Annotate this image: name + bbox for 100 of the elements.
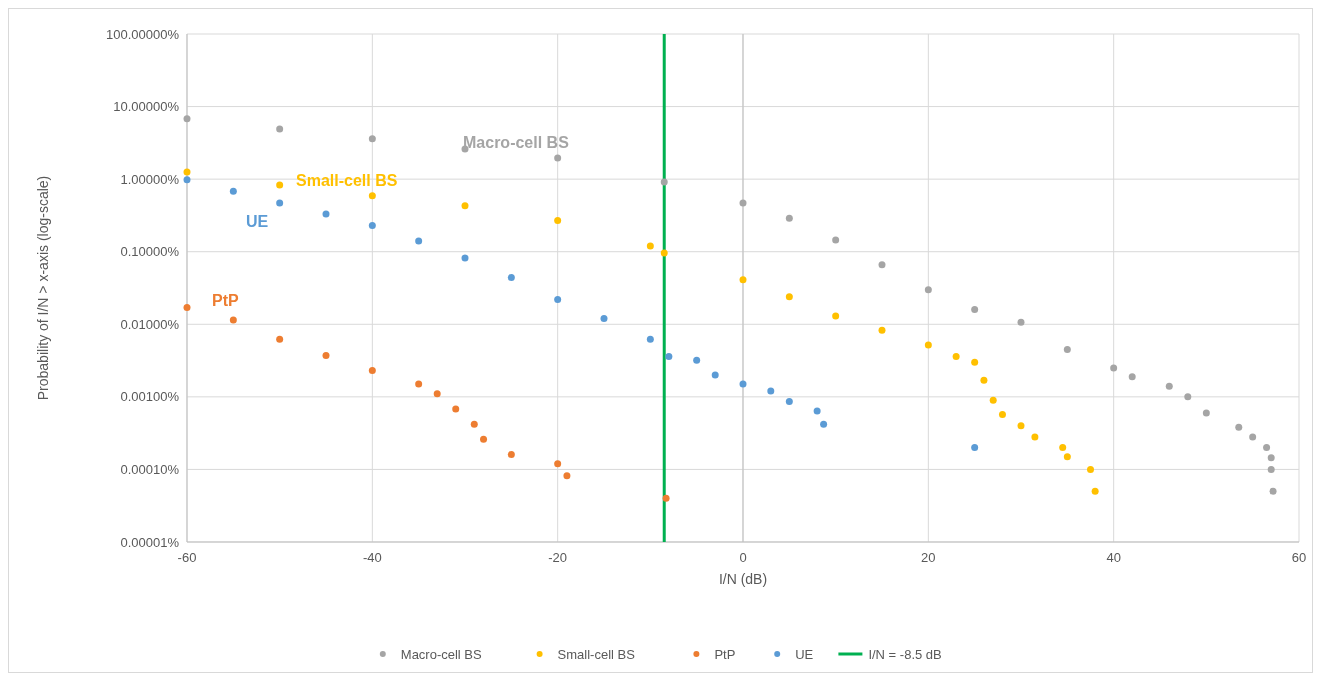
point	[971, 358, 979, 366]
point	[1128, 373, 1136, 381]
point	[452, 405, 460, 413]
x-tick-label: -40	[362, 550, 382, 565]
point	[832, 236, 840, 244]
point	[832, 312, 840, 320]
point	[1267, 454, 1275, 462]
point	[1184, 393, 1192, 401]
point	[415, 237, 423, 245]
legend-label: Macro-cell BS	[400, 647, 483, 662]
point	[229, 316, 237, 324]
point	[878, 326, 886, 334]
annotation: Macro-cell BS	[463, 134, 570, 151]
point	[989, 396, 997, 404]
point	[1110, 364, 1118, 372]
point	[924, 341, 932, 349]
point	[660, 178, 668, 186]
point	[878, 261, 886, 269]
point	[229, 187, 237, 195]
point	[507, 274, 515, 282]
point	[415, 380, 423, 388]
point	[1263, 444, 1271, 452]
point	[276, 335, 284, 343]
y-tick-label: 0.00010%	[120, 461, 180, 477]
point	[1249, 433, 1257, 441]
point	[739, 276, 747, 284]
point	[785, 214, 793, 222]
point	[1235, 423, 1243, 431]
legend-label: UE	[795, 647, 814, 662]
point	[276, 199, 284, 207]
point	[785, 293, 793, 301]
point	[461, 202, 469, 210]
point	[322, 210, 330, 218]
point	[1091, 487, 1099, 495]
annotation: UE	[246, 213, 269, 230]
point	[461, 254, 469, 262]
point	[276, 125, 284, 133]
point	[183, 115, 191, 123]
x-axis-title: I/N (dB)	[718, 571, 768, 587]
point	[646, 242, 654, 250]
point	[1087, 465, 1094, 473]
point	[554, 460, 562, 468]
x-tick-label: 60	[1291, 550, 1307, 565]
point	[711, 371, 719, 379]
point	[785, 398, 793, 406]
point	[1267, 465, 1275, 473]
y-tick-label: 10.00000%	[113, 99, 180, 115]
y-tick-label: 0.00100%	[120, 389, 180, 405]
point	[276, 181, 284, 189]
point	[470, 420, 478, 428]
point	[1269, 487, 1277, 495]
legend-label: I/N = -8.5 dB	[868, 647, 942, 662]
annotation: PtP	[212, 292, 239, 309]
point	[820, 420, 828, 428]
point	[183, 168, 191, 176]
point	[952, 352, 960, 360]
point	[554, 216, 562, 224]
x-tick-label: 40	[1106, 550, 1121, 565]
legend-label: PtP	[714, 647, 736, 662]
point	[924, 286, 932, 294]
x-tick-label: 20	[921, 550, 936, 565]
point	[1031, 433, 1039, 441]
point	[322, 352, 330, 360]
point	[480, 435, 488, 443]
point	[980, 376, 988, 384]
point	[368, 221, 376, 229]
point	[1202, 409, 1210, 417]
point	[1017, 318, 1025, 326]
point	[183, 176, 191, 184]
point	[507, 451, 515, 459]
point	[998, 411, 1006, 419]
point	[1017, 422, 1025, 430]
y-tick-label: 1.00000%	[120, 171, 180, 187]
point	[554, 295, 562, 303]
point	[739, 199, 747, 207]
point	[368, 367, 376, 375]
point	[433, 390, 441, 398]
x-tick-label: -60	[177, 550, 197, 565]
point	[183, 304, 191, 312]
point	[1063, 345, 1071, 353]
point	[1165, 382, 1173, 390]
point	[971, 305, 979, 313]
point	[739, 380, 747, 388]
point	[693, 356, 701, 364]
y-axis-title: Probability of I/N > x-axis (log-scale)	[35, 175, 51, 401]
y-tick-label: 0.01000%	[120, 316, 180, 332]
point	[600, 315, 608, 323]
point	[646, 335, 654, 343]
point	[971, 444, 979, 452]
point	[368, 192, 376, 200]
point	[660, 249, 668, 257]
y-tick-label: 0.10000%	[120, 244, 180, 260]
point	[554, 154, 562, 162]
annotation: Small-cell BS	[296, 172, 398, 189]
x-tick-label: 0	[739, 550, 747, 565]
point	[1059, 444, 1067, 452]
legend-label: Small-cell BS	[557, 647, 636, 662]
point	[563, 472, 571, 480]
y-tick-label: 0.00001%	[120, 534, 180, 550]
point	[368, 135, 376, 143]
